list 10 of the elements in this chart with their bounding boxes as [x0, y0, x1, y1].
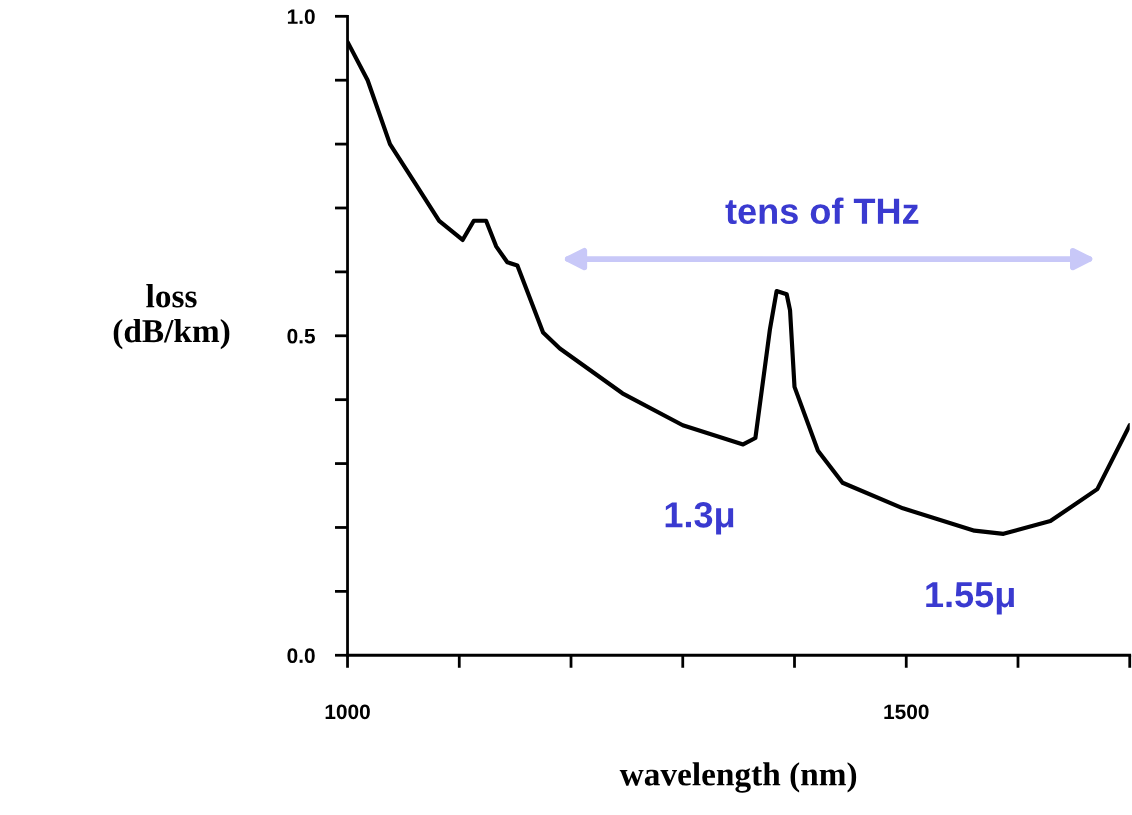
y-tick-label: 0.0 [287, 648, 315, 664]
annotation: 1.55μ [926, 582, 1014, 615]
annotation: 1.3μ [665, 502, 734, 535]
x-axis-title: wavelength (nm) [619, 762, 857, 793]
y-axis-title: loss (dB/km) [113, 284, 230, 350]
annotation: tens of THz [725, 197, 919, 225]
y-tick-label: 1.0 [287, 9, 315, 25]
x-tick-label: 1000 [325, 704, 370, 720]
y-tick-label: 0.5 [287, 328, 315, 344]
x-tick-label: 1500 [884, 704, 929, 720]
